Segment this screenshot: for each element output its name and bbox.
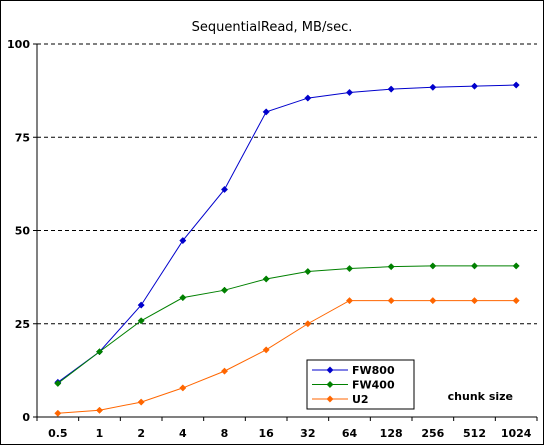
data-point-fw400 [512,262,520,270]
data-point-fw400 [54,379,62,387]
data-point-fw800 [220,185,229,194]
data-point-fw400 [220,286,229,294]
data-point-fw800 [387,85,395,93]
data-point-fw400 [470,262,479,270]
data-point-u2 [512,297,520,305]
data-point-fw400 [304,267,312,276]
axes [33,43,538,421]
chart-title: SequentialRead, MB/sec. [192,20,353,35]
data-point-u2 [387,297,395,305]
legend-marker-fw800 [326,366,334,374]
data-point-fw400 [345,264,354,273]
series-line-fw800 [57,84,517,383]
x-tick-label: 64 [342,427,358,440]
y-tick-label: 0 [22,411,30,424]
data-point-u2 [95,406,104,414]
data-point-u2 [345,297,354,305]
y-tick-labels: 0 25 50 75 100 [7,38,30,424]
data-point-fw800 [262,108,270,116]
data-point-fw400 [179,294,187,302]
x-tick-label: 1 [96,427,104,440]
chunk-size-annotation: chunk size [448,390,513,403]
data-point-u2 [137,398,145,406]
data-point-fw800 [470,82,479,90]
data-point-fw400 [95,348,104,356]
data-point-fw800 [137,301,145,309]
y-tick-label: 50 [15,225,31,238]
y-tick-label: 75 [15,131,30,144]
x-tick-label: 2 [137,427,145,440]
series-line-u2 [57,300,517,414]
data-point-u2 [54,409,62,417]
data-point-u2 [470,297,479,305]
data-point-fw400 [262,275,270,283]
gridlines [37,43,537,325]
x-tick-label: 512 [463,427,486,440]
data-point-u2 [429,297,437,305]
legend-label-fw400: FW400 [352,379,395,392]
x-tick-label: 4 [179,427,187,440]
x-tick-label: 16 [259,427,275,440]
legend-label-fw800: FW800 [352,364,395,377]
x-tick-label: 32 [300,427,315,440]
x-tick-label: 0.5 [48,427,68,440]
data-point-u2 [304,320,312,328]
data-point-u2 [262,346,270,354]
series-lines [54,81,520,417]
y-tick-label: 25 [15,318,30,331]
data-point-u2 [220,367,229,375]
x-tick-label: 128 [380,427,403,440]
data-point-fw400 [387,263,395,271]
x-tick-label: 1024 [501,427,532,440]
data-point-fw400 [137,317,145,325]
data-point-fw800 [304,94,312,102]
x-tick-label: 256 [421,427,444,440]
x-tick-label: 8 [221,427,229,440]
data-point-u2 [179,384,187,392]
data-point-fw800 [345,88,354,97]
data-point-fw800 [512,81,520,89]
data-point-fw400 [429,262,437,270]
y-tick-label: 100 [7,38,30,51]
series-line-fw400 [57,265,517,384]
data-point-fw800 [429,83,437,91]
x-tick-labels: 0.5 1 2 4 8 16 32 64 128 256 512 1024 [48,427,532,440]
legend-marker-u2 [326,395,334,403]
legend-label-u2: U2 [352,393,369,406]
legend-marker-fw400 [326,380,334,389]
data-point-fw800 [179,237,187,245]
